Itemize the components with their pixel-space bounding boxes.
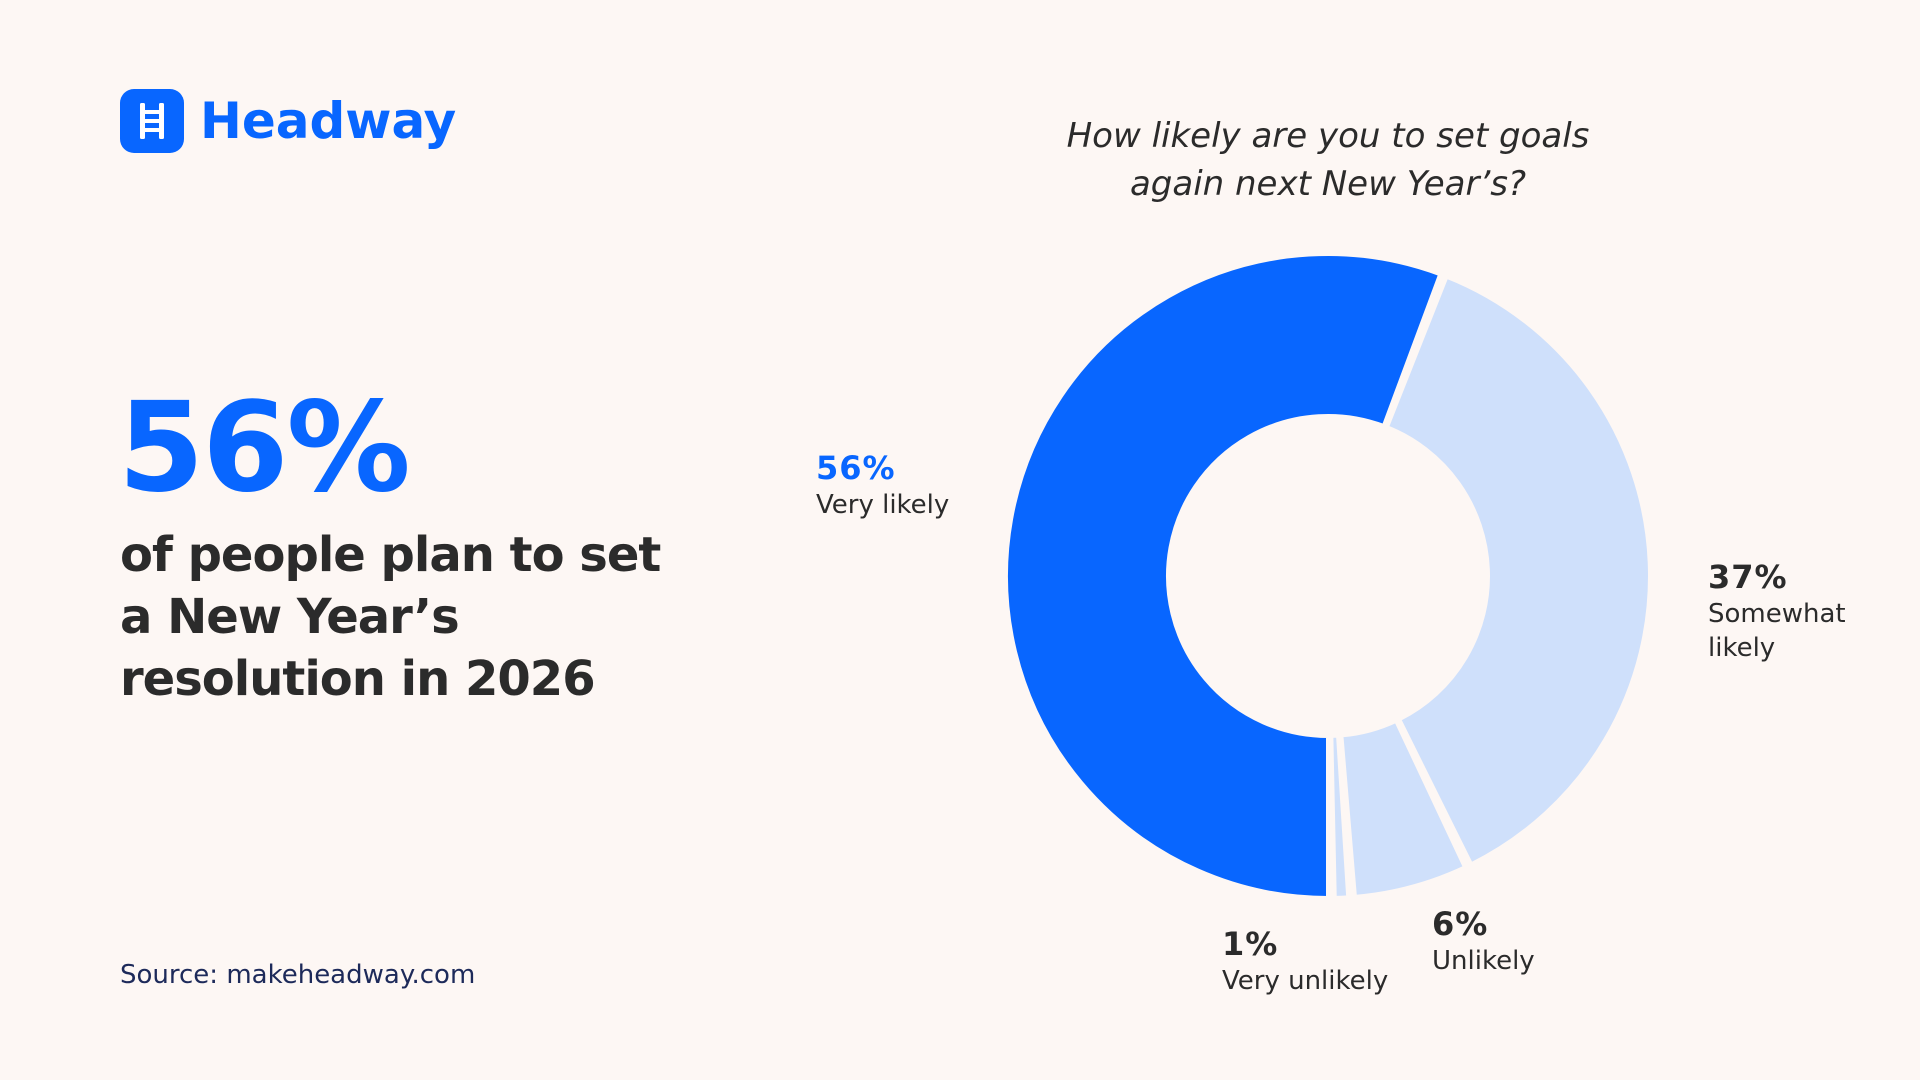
brand-logo: Headway	[120, 89, 456, 153]
headline-text: of people plan to set a New Year’s resol…	[120, 527, 661, 707]
slice-category-label: Very unlikely	[1222, 966, 1389, 996]
slice-value-label: 37%	[1708, 558, 1788, 596]
slice-category-label: Very likely	[816, 490, 950, 520]
slice-value-label: 56%	[816, 449, 896, 487]
chart-title: How likely are you to set goals again ne…	[1066, 116, 1590, 204]
donut-slices	[1004, 252, 1652, 900]
donut-slice-somewhat-likely	[1384, 274, 1652, 867]
slice-value-label: 1%	[1222, 925, 1279, 963]
slice-label-unlikely: 6% Unlikely	[1432, 904, 1602, 978]
slice-category-label: Unlikely	[1432, 946, 1535, 976]
slice-value-label: 6%	[1432, 905, 1489, 943]
source-note: Source: makeheadway.com	[120, 960, 476, 990]
slice-category-label: Somewhat likely	[1708, 599, 1846, 663]
ladder-icon	[120, 89, 184, 153]
headline-stat: 56%	[118, 376, 411, 520]
donut-slice-very-unlikely	[1329, 733, 1351, 900]
donut-slice-very-likely	[1004, 252, 1443, 900]
brand-name: Headway	[200, 92, 457, 150]
slice-label-very-unlikely: 1% Very unlikely	[1222, 924, 1392, 998]
slice-label-very-likely: 56% Very likely	[816, 448, 986, 522]
slice-label-somewhat-likely: 37% Somewhat likely	[1708, 557, 1878, 665]
donut-slice-unlikely	[1339, 718, 1468, 899]
